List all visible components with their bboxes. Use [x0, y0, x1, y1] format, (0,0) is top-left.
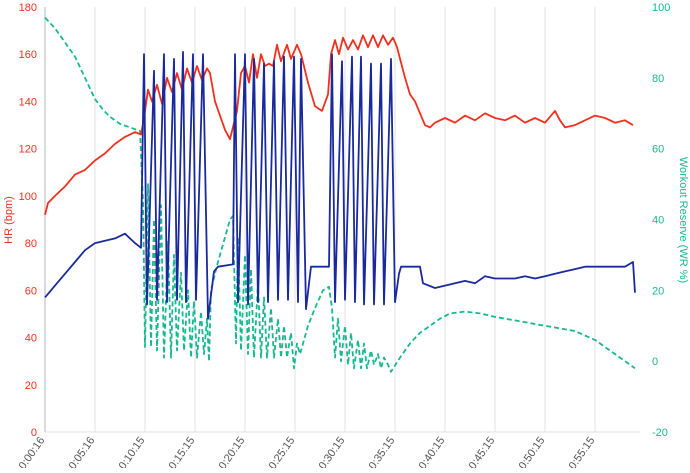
y2-axis-label: Workout Reserve (WR %)	[677, 157, 689, 283]
series-layer	[44, 16, 636, 373]
y-axis-label: HR (bpm)	[3, 196, 15, 244]
series-line-power	[44, 51, 636, 320]
y2-tick-label: 0	[652, 356, 658, 368]
y2-tick-label: -20	[652, 427, 668, 439]
x-tick-label: 0:55:15	[567, 435, 598, 468]
y2-tick-label: 40	[652, 215, 664, 227]
x-tick-label: 0:05:16	[67, 435, 98, 468]
series-line-wr	[44, 16, 636, 373]
x-tick-label: 0:30:15	[317, 435, 348, 468]
x-tick-label: 0:15:15	[167, 435, 198, 468]
x-tick-label: 0:40:15	[417, 435, 448, 468]
y-tick-label: 100	[19, 191, 37, 203]
x-tick-label: 0:10:15	[117, 435, 148, 468]
y-tick-label: 140	[19, 96, 37, 108]
x-tick-label: 0:20:15	[217, 435, 248, 468]
x-tick-label: 0:25:15	[267, 435, 298, 468]
x-tick-label: 0:45:15	[467, 435, 498, 468]
y2-tick-label: 80	[652, 73, 664, 85]
x-tick-label: 0:35:15	[367, 435, 398, 468]
y-tick-label: 0	[31, 427, 37, 439]
x-tick-label: 0:00:16	[17, 435, 48, 468]
y2-tick-label: 60	[652, 144, 664, 156]
y-tick-label: 180	[19, 2, 37, 14]
y-tick-label: 120	[19, 144, 37, 156]
x-tick-label: 0:50:15	[517, 435, 548, 468]
y-tick-label: 60	[25, 285, 37, 297]
y-tick-label: 20	[25, 380, 37, 392]
y2-tick-label: 100	[652, 2, 670, 14]
y-tick-label: 160	[19, 49, 37, 61]
y2-tick-label: 20	[652, 285, 664, 297]
y-tick-label: 80	[25, 238, 37, 250]
y-tick-label: 40	[25, 333, 37, 345]
series-line-hr	[44, 34, 634, 216]
